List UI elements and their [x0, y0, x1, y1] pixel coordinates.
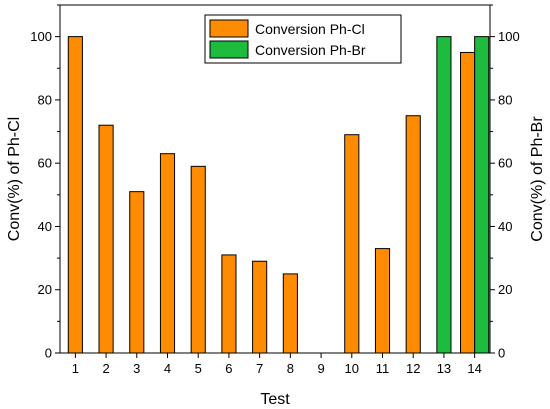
x-tick-label-1: 1: [72, 361, 79, 376]
x-tick-label-4: 4: [164, 361, 171, 376]
bar-ph-cl-test-10: [344, 134, 360, 354]
x-axis-title: Test: [260, 391, 290, 408]
y-tick-label-right-40: 40: [498, 219, 512, 234]
x-tick-label-13: 13: [437, 361, 451, 376]
x-tick-label-2: 2: [102, 361, 109, 376]
x-tick-label-11: 11: [376, 361, 390, 376]
bar-ph-cl-test-11: [374, 248, 391, 354]
y-tick-label-right-20: 20: [498, 282, 512, 297]
y-axis-title-right: Conv(%) of Ph-Br: [529, 116, 546, 242]
plot-frame: [59, 4, 491, 354]
bar-ph-cl-test-2: [98, 124, 114, 354]
bar-ph-cl-test-12: [405, 115, 421, 354]
bar-ph-cl-test-14: [460, 51, 476, 354]
y-tick-label-right-100: 100: [498, 29, 520, 44]
bar-ph-br-test-13: [436, 36, 452, 354]
bar-ph-cl-test-8: [282, 273, 298, 354]
bar-ph-cl-test-6: [221, 254, 237, 354]
y-tick-label-left-0: 0: [45, 346, 52, 361]
x-tick-label-8: 8: [287, 361, 294, 376]
y-tick-label-left-60: 60: [38, 156, 52, 171]
y-tick-label-right-60: 60: [498, 156, 512, 171]
bars-layer: [67, 36, 490, 354]
legend: Conversion Ph-Cl Conversion Ph-Br: [204, 14, 402, 64]
bar-ph-cl-test-3: [129, 191, 145, 354]
x-tick-label-14: 14: [467, 361, 481, 376]
x-tick-label-12: 12: [406, 361, 420, 376]
x-tick-label-3: 3: [133, 361, 140, 376]
x-tick-label-7: 7: [256, 361, 263, 376]
y-tick-label-left-40: 40: [38, 219, 52, 234]
bar-ph-cl-test-5: [190, 165, 206, 354]
bar-ph-cl-test-4: [159, 153, 176, 354]
y-tick-label-right-0: 0: [498, 346, 505, 361]
legend-swatch-ph-br: [209, 40, 249, 59]
y-tick-label-left-20: 20: [38, 282, 52, 297]
y-axis-title-left: Conv(%) of Ph-Cl: [6, 117, 23, 241]
x-tick-label-6: 6: [225, 361, 232, 376]
x-tick-label-5: 5: [195, 361, 202, 376]
y-tick-label-left-100: 100: [30, 29, 52, 44]
legend-label-ph-cl: Conversion Ph-Cl: [255, 21, 365, 37]
bar-ph-cl-test-7: [252, 260, 268, 354]
y-tick-label-right-80: 80: [498, 92, 512, 107]
legend-swatch-ph-cl: [209, 19, 249, 38]
bar-ph-cl-test-1: [67, 36, 83, 354]
legend-label-ph-br: Conversion Ph-Br: [255, 42, 366, 58]
y-tick-label-left-80: 80: [38, 92, 52, 107]
bar-ph-br-test-14: [474, 36, 490, 354]
x-tick-label-10: 10: [345, 361, 359, 376]
x-tick-label-9: 9: [317, 361, 324, 376]
